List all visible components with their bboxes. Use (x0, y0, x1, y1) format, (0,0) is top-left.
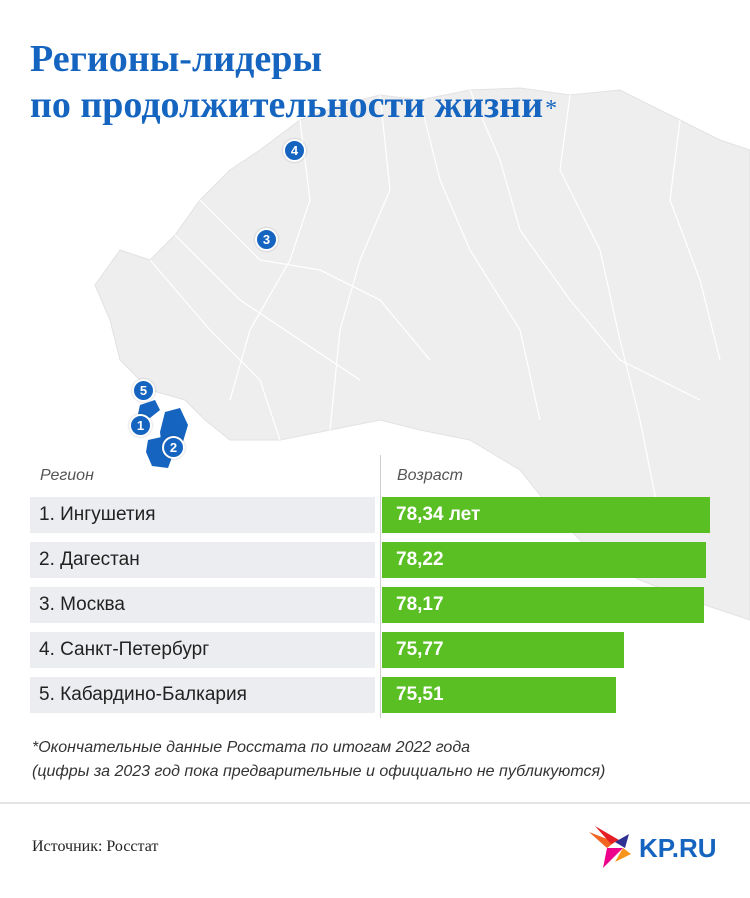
bar-4: 75,77 (382, 632, 625, 668)
region-1-shape (138, 400, 160, 418)
source-label: Источник: Росстат (32, 838, 159, 855)
footnote-line-1: *Окончательные данные Росстата по итогам… (32, 739, 471, 756)
map-region-borders (149, 89, 721, 521)
footnote: *Окончательные данные Росстата по итогам… (32, 736, 605, 784)
column-header-region: Регион (40, 467, 94, 484)
title-line-1: Регионы-лидеры (30, 38, 323, 80)
column-divider (380, 455, 381, 718)
map-marker-4: 4 (283, 139, 306, 162)
footnote-line-2: (цифры за 2023 год пока предварительные … (32, 763, 606, 780)
bar-3: 78,17 (382, 587, 705, 623)
map-landmass (94, 87, 750, 621)
page-title: Регионы-лидеры по продолжительности жизн… (30, 36, 558, 128)
kp-bird-icon (589, 826, 631, 868)
region-label-3: 3. Москва (30, 587, 375, 623)
kp-logo: KP.RU (589, 826, 717, 868)
region-label-5: 5. Кабардино-Балкария (30, 677, 375, 713)
map-marker-5: 5 (132, 379, 155, 402)
column-header-age: Возраст (397, 467, 463, 484)
region-label-4: 4. Санкт-Петербург (30, 632, 375, 668)
region-label-1: 1. Ингушетия (30, 497, 375, 533)
title-line-2: по продолжительности жизни (30, 84, 544, 126)
bar-2: 78,22 (382, 542, 706, 578)
bar-5: 75,51 (382, 677, 616, 713)
map-marker-2: 2 (162, 436, 185, 459)
logo-text: KP.RU (639, 833, 717, 863)
map-marker-1: 1 (129, 414, 152, 437)
map-marker-3: 3 (255, 228, 278, 251)
region-label-2: 2. Дагестан (30, 542, 375, 578)
footer-separator (0, 802, 750, 804)
bar-1: 78,34 лет (382, 497, 710, 533)
title-asterisk: * (545, 96, 558, 122)
